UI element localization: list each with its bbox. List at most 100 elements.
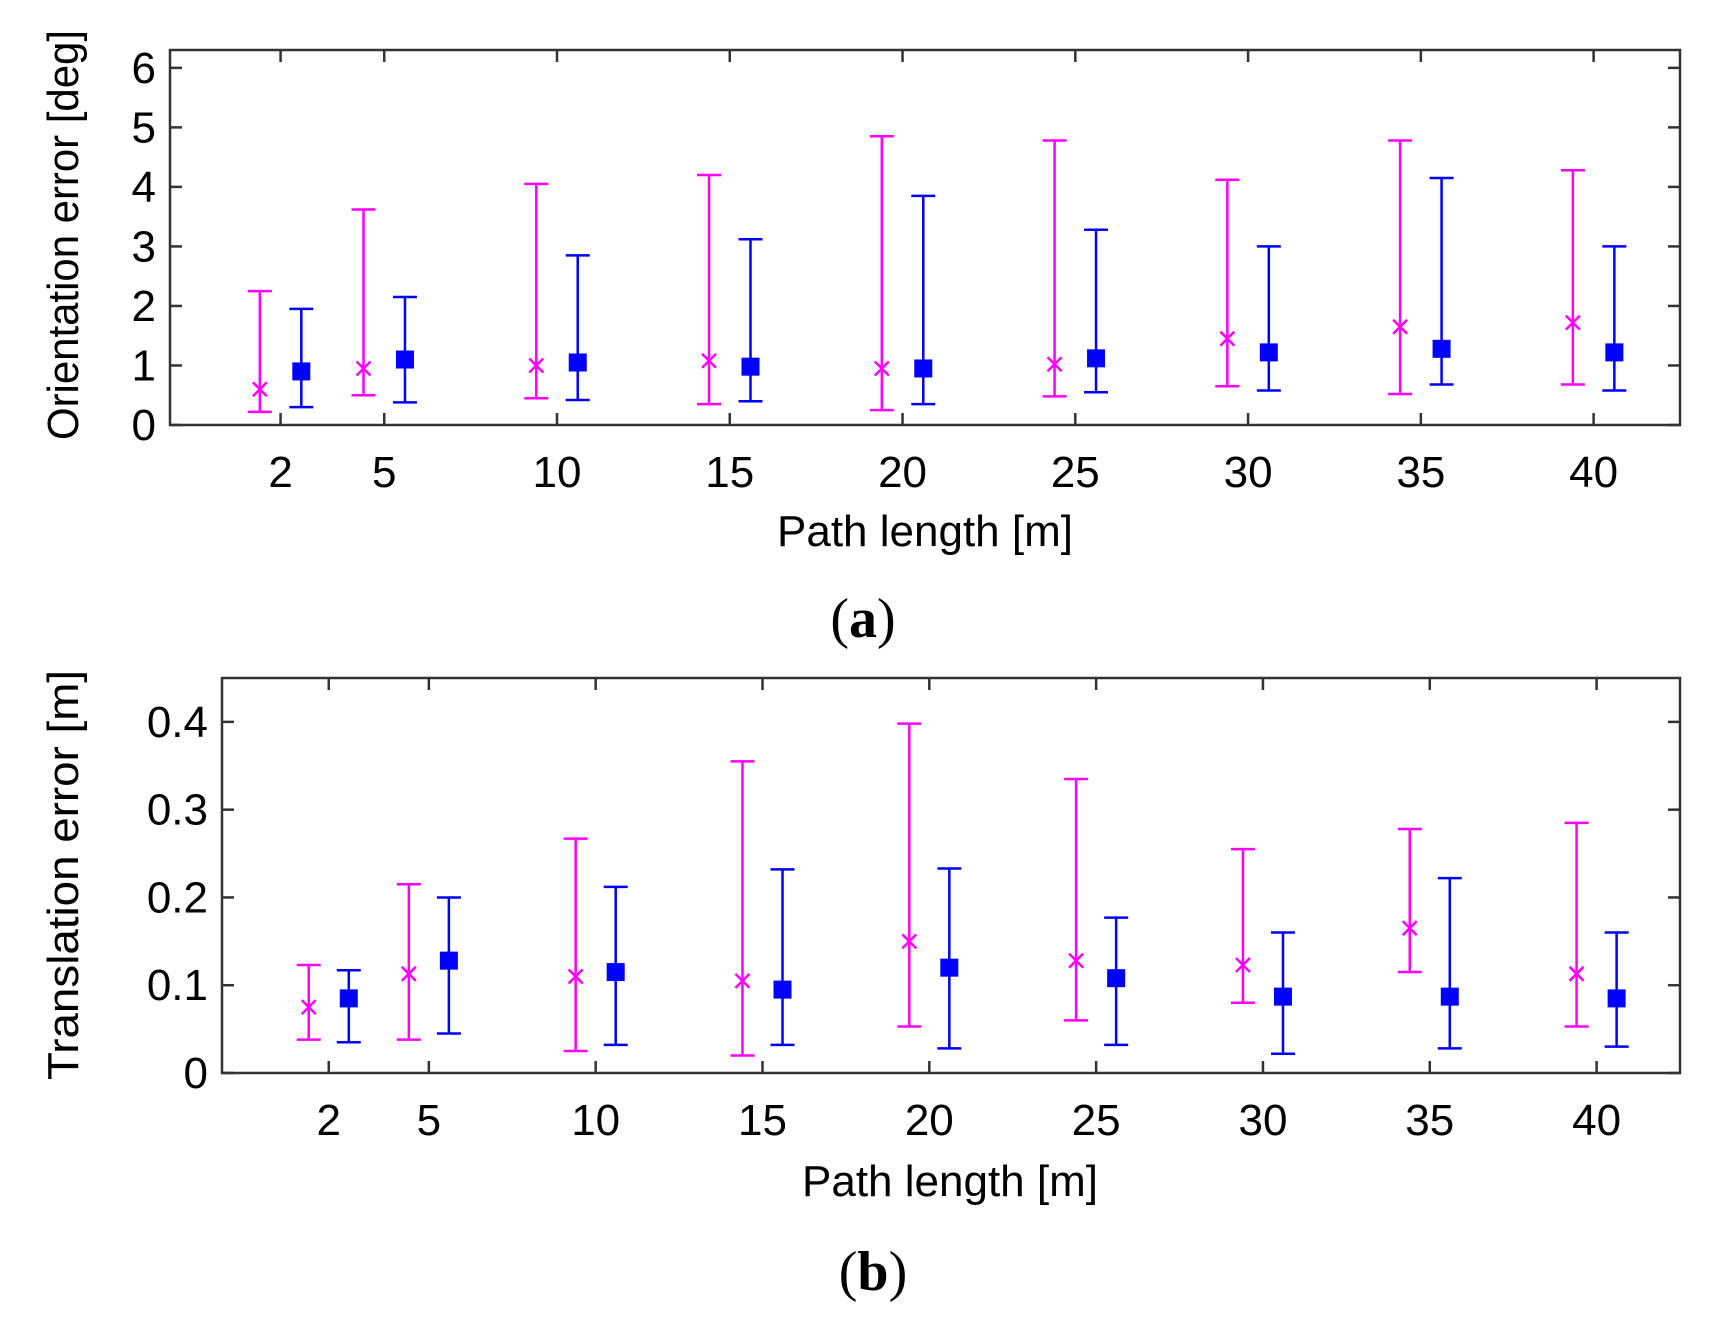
method-2-marker [568, 353, 587, 372]
method-2-marker [773, 980, 792, 999]
method-1-errorbar [563, 837, 588, 1053]
x-tick-label: 40 [1572, 1096, 1621, 1145]
method-1-marker [1235, 957, 1251, 973]
method-1-marker [400, 965, 417, 982]
method-1-errorbar [524, 182, 549, 400]
method-2-marker [741, 357, 760, 376]
method-2-errorbar [770, 868, 795, 1047]
method-1-errorbar [296, 963, 321, 1041]
y-tick-label: 6 [132, 44, 156, 93]
method-2-errorbar [1602, 245, 1627, 392]
x-tick-label: 35 [1396, 448, 1445, 497]
y-axis-label: Orientation error [deg] [39, 30, 88, 440]
y-tick-label: 2 [132, 282, 156, 331]
x-tick-label: 25 [1072, 1096, 1121, 1145]
method-1-errorbar [869, 135, 894, 412]
method-1-marker [567, 968, 584, 985]
marker-stroke [1568, 965, 1585, 982]
x-tick-label: 20 [905, 1096, 954, 1145]
translation-error-chart: 00.10.20.30.42 5 10 15 20 25 30 35 40 Translatio… [39, 670, 1682, 1303]
x-tick-label: 30 [1224, 448, 1273, 497]
plot-area-frame [168, 48, 1682, 427]
x-tick-label: 2 [268, 448, 292, 497]
x-tick-label: 15 [738, 1096, 787, 1145]
marker-stroke [400, 965, 417, 982]
x-tick-label: 2 [317, 1096, 341, 1145]
method-1-marker [1568, 965, 1585, 982]
method-1-errorbar [1388, 139, 1413, 396]
method-1-marker [528, 357, 545, 374]
method-2-errorbar [603, 885, 628, 1047]
method-1-errorbar [897, 722, 922, 1028]
marker-stroke [528, 357, 545, 374]
marker-stroke [1219, 330, 1236, 347]
y-tick-label: 5 [132, 103, 156, 152]
x-tick-label: 40 [1569, 448, 1618, 497]
method-2-marker [940, 958, 959, 977]
y-tick-label: 0.2 [147, 873, 208, 922]
marker-stroke [1392, 318, 1408, 335]
x-tick-label: 25 [1051, 448, 1100, 497]
marker-stroke [1235, 957, 1251, 973]
method-1-errorbar [1215, 178, 1240, 388]
method-2-marker [1107, 969, 1126, 988]
method-1-errorbar [697, 173, 722, 406]
y-tick-label: 4 [132, 163, 156, 212]
y-tick-label: 0 [132, 401, 156, 450]
panel-label-a: (a) [830, 588, 895, 650]
method-2-errorbar [1256, 245, 1281, 392]
method-1-marker [300, 999, 317, 1016]
method-2-marker [395, 350, 414, 369]
method-2-errorbar [1604, 931, 1629, 1048]
marker-stroke [873, 360, 890, 377]
method-2-errorbar [436, 896, 461, 1035]
marker-stroke [355, 360, 372, 377]
method-2-errorbar [738, 238, 763, 403]
method-1-errorbar [1042, 139, 1067, 398]
method-2-errorbar [937, 867, 962, 1050]
method-1-errorbar [396, 883, 421, 1041]
method-2-marker [1087, 349, 1106, 368]
x-axis-label: Path length [m] [777, 507, 1073, 556]
method-1-errorbar [1564, 821, 1589, 1028]
marker-stroke [300, 999, 317, 1016]
method-1-marker [251, 381, 268, 398]
x-tick-label: 10 [571, 1096, 620, 1145]
method-2-errorbar [565, 254, 590, 402]
method-1-errorbar [1064, 777, 1089, 1022]
marker-stroke [1068, 952, 1084, 969]
method-2-errorbar [1270, 931, 1295, 1055]
y-tick-label: 0.4 [147, 698, 208, 747]
method-2-marker [339, 989, 358, 1008]
marker-stroke [701, 352, 717, 369]
method-2-marker [1607, 989, 1626, 1008]
x-tick-label: 20 [878, 448, 927, 497]
method-2-marker [292, 362, 311, 381]
method-1-marker [1046, 356, 1063, 373]
method-1-marker [1564, 314, 1581, 331]
method-1-marker [734, 972, 751, 989]
method-1-errorbar [1230, 847, 1255, 1005]
marker-stroke [251, 381, 268, 398]
marker-stroke [567, 968, 584, 985]
method-2-errorbar [911, 194, 936, 406]
marker-stroke [1564, 314, 1581, 331]
marker-stroke [734, 972, 751, 989]
method-2-marker [439, 951, 458, 970]
x-tick-label: 15 [705, 448, 754, 497]
panel-label-b: (b) [839, 1241, 907, 1303]
method-2-marker [1440, 987, 1459, 1006]
method-1-marker [873, 360, 890, 377]
method-1-marker [1392, 318, 1408, 335]
method-1-marker [1401, 920, 1418, 937]
method-2-marker [606, 963, 625, 982]
method-1-errorbar [247, 289, 272, 414]
x-tick-label: 5 [372, 448, 396, 497]
y-tick-label: 0.3 [147, 786, 208, 835]
method-2-errorbar [1104, 916, 1129, 1047]
method-1-marker [355, 360, 372, 377]
y-axis-label: Translation error [m] [39, 670, 88, 1080]
plot-area-frame [220, 676, 1682, 1075]
method-2-errorbar [392, 295, 417, 404]
